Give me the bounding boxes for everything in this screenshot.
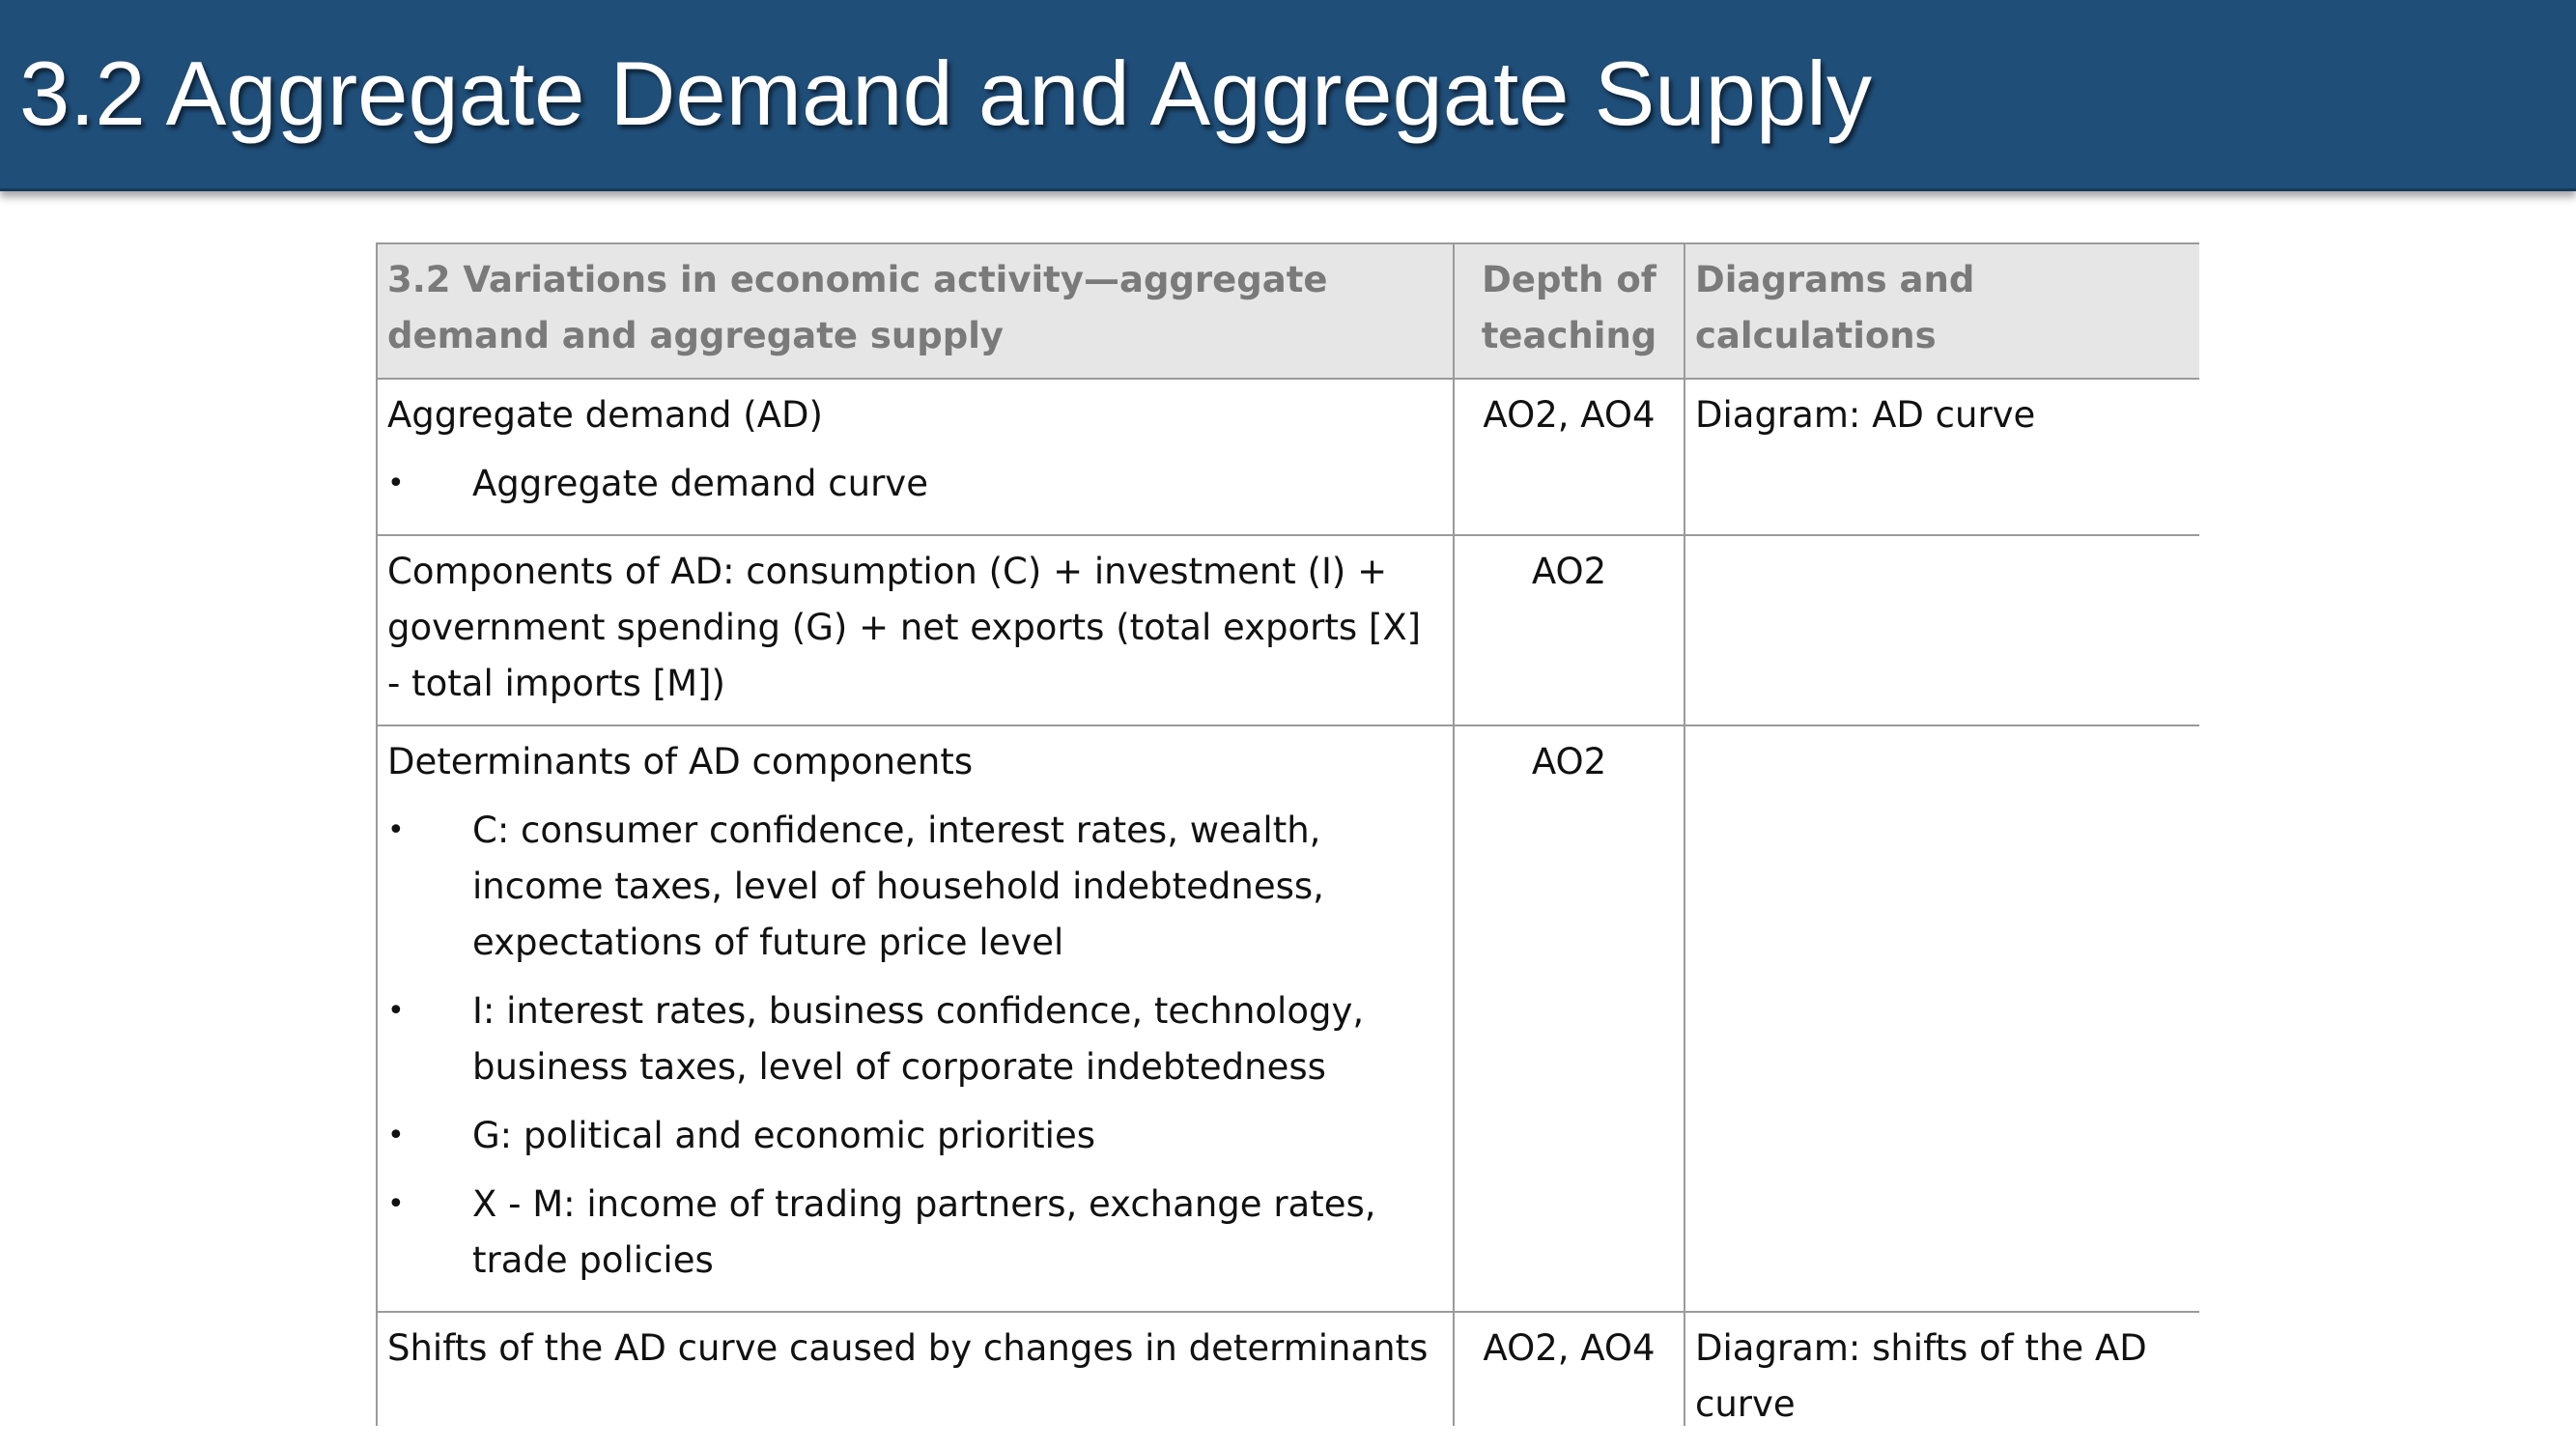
- bullet-list: • C: consumer confidence, interest rates,…: [387, 803, 1443, 1289]
- list-item: • Aggregate demand curve: [387, 456, 1443, 512]
- bullet-text: C: consumer confidence, interest rates, …: [472, 810, 1324, 963]
- list-item: • X - M: income of trading partners, exch…: [387, 1177, 1443, 1289]
- diagrams-cell: Diagram: shifts of the AD curve: [1684, 1311, 2199, 1426]
- table-row: Shifts of the AD curve caused by changes…: [376, 1311, 2199, 1426]
- list-item: • C: consumer confidence, interest rates,…: [387, 803, 1443, 971]
- topic-cell: Determinants of AD components • C: consum…: [376, 724, 1455, 1313]
- bullet-text: X - M: income of trading partners, excha…: [472, 1183, 1376, 1281]
- topic-cell: Components of AD: consumption (C) + inve…: [376, 534, 1455, 726]
- topic-text: Components of AD: consumption (C) + inve…: [387, 551, 1422, 704]
- topic-text: Aggregate demand (AD): [387, 394, 823, 436]
- topic-cell: Aggregate demand (AD) • Aggregate demand …: [376, 378, 1455, 536]
- slide-title: 3.2 Aggregate Demand and Aggregate Suppl…: [19, 43, 1873, 144]
- list-item: • G: political and economic priorities: [387, 1108, 1443, 1164]
- table-row: Aggregate demand (AD) • Aggregate demand …: [376, 378, 2199, 536]
- diagrams-cell: [1684, 534, 2199, 726]
- list-item: • I: interest rates, business confidence,…: [387, 983, 1443, 1095]
- header-topic: 3.2 Variations in economic activity—aggr…: [376, 242, 1455, 380]
- bullet-icon: •: [387, 1187, 405, 1221]
- bullet-icon: •: [387, 813, 405, 847]
- bullet-text: I: interest rates, business confidence, …: [472, 990, 1365, 1088]
- title-bar: 3.2 Aggregate Demand and Aggregate Suppl…: [0, 0, 2576, 191]
- topic-cell: Shifts of the AD curve caused by changes…: [376, 1311, 1455, 1426]
- table-header-row: 3.2 Variations in economic activity—aggr…: [376, 242, 2199, 380]
- syllabus-table: 3.2 Variations in economic activity—aggr…: [376, 242, 2199, 1426]
- bullet-list: • Aggregate demand curve: [387, 456, 1443, 512]
- depth-cell: AO2, AO4: [1453, 1311, 1685, 1426]
- depth-cell: AO2: [1453, 724, 1685, 1313]
- topic-text: Shifts of the AD curve caused by changes…: [387, 1327, 1429, 1369]
- syllabus-table-container: 3.2 Variations in economic activity—aggr…: [376, 242, 2199, 1426]
- header-depth: Depth of teaching: [1453, 242, 1685, 380]
- depth-cell: AO2: [1453, 534, 1685, 726]
- bullet-icon: •: [387, 467, 405, 500]
- bullet-text: G: political and economic priorities: [472, 1115, 1095, 1156]
- bullet-icon: •: [387, 1119, 405, 1152]
- depth-cell: AO2, AO4: [1453, 378, 1685, 536]
- topic-text: Determinants of AD components: [387, 741, 974, 782]
- diagrams-cell: [1684, 724, 2199, 1313]
- bullet-text: Aggregate demand curve: [472, 463, 928, 504]
- header-diagrams: Diagrams and calculations: [1684, 242, 2199, 380]
- table-row: Determinants of AD components • C: consum…: [376, 724, 2199, 1313]
- bullet-icon: •: [387, 994, 405, 1028]
- table-row: Components of AD: consumption (C) + inve…: [376, 534, 2199, 726]
- diagrams-cell: Diagram: AD curve: [1684, 378, 2199, 536]
